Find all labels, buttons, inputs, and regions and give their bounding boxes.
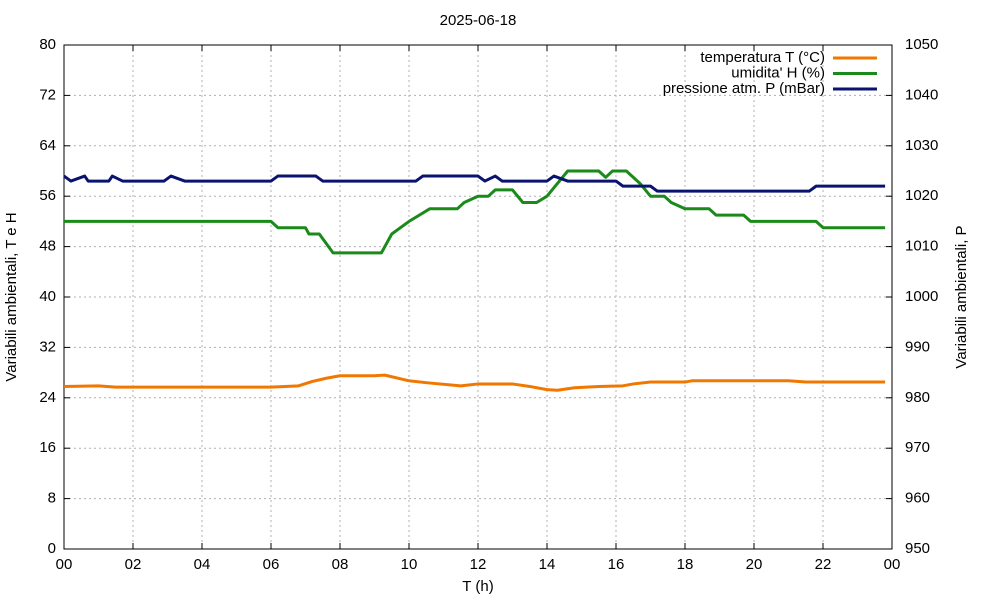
y-tick-label: 32	[39, 338, 56, 355]
y-tick-label: 40	[39, 288, 56, 305]
x-tick-label: 12	[470, 556, 487, 573]
y-tick-label: 8	[48, 490, 56, 507]
x-tick-label: 18	[677, 556, 694, 573]
y2-tick-label: 970	[905, 439, 930, 456]
x-tick-label: 08	[332, 556, 349, 573]
y-tick-label: 80	[39, 36, 56, 53]
y-tick-label: 0	[48, 540, 56, 557]
y2-tick-label: 950	[905, 540, 930, 557]
x-tick-label: 06	[263, 556, 280, 573]
x-tick-label: 14	[539, 556, 556, 573]
legend-label: temperatura T (°C)	[700, 49, 825, 66]
y-tick-label: 16	[39, 439, 56, 456]
y2-tick-label: 990	[905, 338, 930, 355]
data-line	[63, 373, 886, 392]
x-tick-label: 22	[815, 556, 832, 573]
y2-tick-label: 1020	[905, 187, 938, 204]
y2-tick-label: 980	[905, 389, 930, 406]
x-tick-label: 02	[125, 556, 142, 573]
x-tick-label: 00	[56, 556, 73, 573]
plot-frame	[63, 44, 893, 550]
y-axis-label: Variabili ambientali, T e H	[3, 212, 20, 381]
x-tick-label: 20	[746, 556, 763, 573]
y2-tick-label: 1000	[905, 288, 938, 305]
y2-tick-label: 1050	[905, 36, 938, 53]
y-tick-label: 72	[39, 86, 56, 103]
y2-tick-label: 1040	[905, 86, 938, 103]
legend-label: pressione atm. P (mBar)	[663, 80, 825, 97]
x-tick-label: 16	[608, 556, 625, 573]
x-tick-label: 10	[401, 556, 418, 573]
y-tick-label: 64	[39, 137, 56, 154]
x-tick-label: 04	[194, 556, 211, 573]
chart-title: 2025-06-18	[440, 12, 517, 29]
y-tick-label: 24	[39, 389, 56, 406]
y2-tick-label: 960	[905, 490, 930, 507]
y-tick-label: 56	[39, 187, 56, 204]
data-line	[63, 174, 886, 193]
data-line	[64, 169, 886, 255]
x-axis-label: T (h)	[462, 578, 493, 595]
y-tick-label: 48	[39, 238, 56, 255]
y2-tick-label: 1030	[905, 137, 938, 154]
y2-axis-label: Variabili ambientali, P	[953, 225, 970, 368]
x-tick-label: 00	[884, 556, 901, 573]
y2-tick-label: 1010	[905, 238, 938, 255]
legend-label: umidita' H (%)	[731, 64, 825, 81]
